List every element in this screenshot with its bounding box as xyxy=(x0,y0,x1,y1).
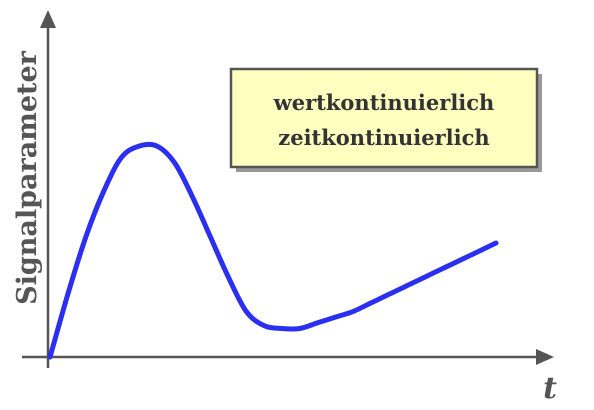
annotation-line-1: wertkontinuierlich xyxy=(273,90,495,115)
y-axis-label: Signalparameter xyxy=(12,50,43,305)
annotation-box xyxy=(229,67,539,169)
x-axis-label: t xyxy=(543,371,557,406)
signal-curve xyxy=(47,141,499,360)
x-axis-arrowhead xyxy=(536,349,554,365)
annotation-line-2: zeitkontinuierlich xyxy=(278,125,489,150)
y-axis-arrowhead xyxy=(40,10,56,28)
